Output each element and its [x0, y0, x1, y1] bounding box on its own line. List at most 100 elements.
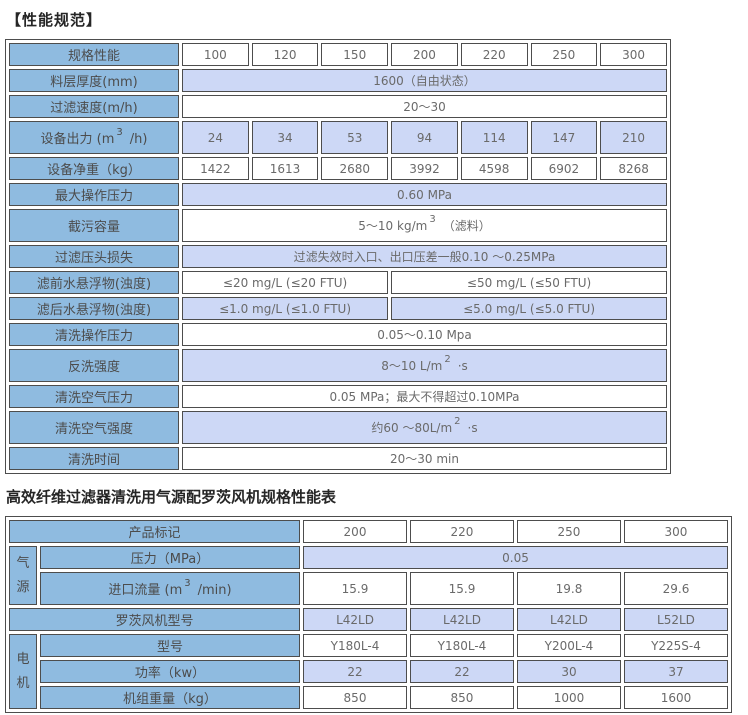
label-text: /min) — [197, 583, 232, 598]
cell-value: 8268 — [600, 157, 667, 180]
label-text: /h) — [129, 132, 148, 147]
row-label: 设备净重（kg） — [9, 157, 179, 180]
value-text: 约60 ～80L/m — [371, 421, 453, 435]
table-row-head-loss: 过滤压头损失 过滤失效时入口、出口压差一般0.10 ～0.25MPa — [9, 245, 667, 268]
table-row-motor-model: 电机 型号 Y180L-4 Y180L-4 Y200L-4 Y225S-4 — [9, 634, 728, 709]
cell-value: 20～30 — [182, 95, 667, 118]
cell-value: 1422 — [182, 157, 249, 180]
table-row-net-weight: 设备净重（kg） 1422 1613 2680 3992 4598 6902 8… — [9, 157, 667, 180]
table-row-blower-model: 罗茨风机型号 L42LD L42LD L42LD L52LD — [9, 608, 728, 631]
model-header-cell: 200 — [391, 43, 458, 66]
cell-value: 24 — [182, 121, 249, 154]
cell-value: ≤50 mg/L (≤50 FTU) — [391, 271, 667, 294]
model-header-cell: 250 — [516, 520, 621, 543]
table-row-wash-pressure: 清洗操作压力 0.05～0.10 Mpa — [9, 323, 667, 346]
superscript: 2 — [454, 416, 461, 427]
table-row-wash-time: 清洗时间 20～30 min — [9, 447, 667, 470]
model-header-cell: 150 — [321, 43, 389, 66]
cell-value: 6902 — [530, 157, 598, 180]
model-header-cell: 120 — [251, 43, 319, 66]
blower-spec-table: 产品标记 200 220 250 300 气源 压力（MPa） 0.05 进口流… — [5, 516, 732, 713]
row-label: 反洗强度 — [9, 349, 179, 382]
cell-value: ≤20 mg/L (≤20 FTU) — [182, 271, 389, 294]
spec-section-title: 【性能规范】 — [6, 11, 103, 29]
row-label: 型号 — [40, 634, 301, 657]
table-row-motor-power: 功率（kw） 22 22 30 37 — [9, 660, 728, 683]
table-row-inlet-flow: 进口流量 (m 3/min) 15.9 15.9 19.8 29.6 — [9, 572, 728, 605]
group-label-motor: 电机 — [9, 634, 37, 709]
cell-value: 4598 — [460, 157, 528, 180]
cell-value: 37 — [623, 660, 728, 683]
row-label: 机组重量（kg） — [40, 686, 301, 709]
table-row-product-mark: 产品标记 200 220 250 300 — [9, 520, 728, 543]
row-label: 滤后水悬浮物(浊度) — [9, 297, 179, 320]
cell-value: Y180L-4 — [410, 634, 514, 657]
cell-value: 53 — [321, 121, 389, 154]
row-label: 功率（kw） — [40, 660, 301, 683]
model-header-cell: 100 — [182, 43, 249, 66]
value-text: 8～10 L/m — [381, 359, 443, 373]
table-row-max-pressure: 最大操作压力 0.60 MPa — [9, 183, 667, 206]
row-label: 产品标记 — [9, 520, 301, 543]
table-row-air-pressure: 气源 压力（MPa） 0.05 — [9, 546, 728, 605]
cell-value: 850 — [303, 686, 407, 709]
model-header-cell: 200 — [303, 520, 407, 543]
cell-value: 30 — [516, 660, 621, 683]
row-label: 清洗操作压力 — [9, 323, 179, 346]
blower-section-title: 高效纤维过滤器清洗用气源配罗茨风机规格性能表 — [6, 488, 337, 506]
cell-value: L42LD — [303, 608, 407, 631]
model-header-cell: 250 — [530, 43, 598, 66]
cell-value: 1600 — [623, 686, 728, 709]
superscript: 3 — [429, 214, 436, 225]
cell-value: 过滤失效时入口、出口压差一般0.10 ～0.25MPa — [182, 245, 667, 268]
cell-value: 15.9 — [410, 572, 514, 605]
cell-value: 5～10 kg/m 3 （滤料） — [182, 209, 667, 242]
model-header-cell: 220 — [460, 43, 528, 66]
superscript: 3 — [116, 127, 123, 138]
cell-value: 147 — [530, 121, 598, 154]
row-label: 设备出力 (m 3/h) — [9, 121, 179, 154]
row-label: 料层厚度(mm) — [9, 69, 179, 92]
table-row-filter-speed: 过滤速度(m/h) 20～30 — [9, 95, 667, 118]
table-row-dirt-capacity: 截污容量 5～10 kg/m 3 （滤料） — [9, 209, 667, 242]
value-text: （滤料） — [442, 219, 491, 233]
cell-value: 1613 — [251, 157, 319, 180]
table-row-models: 规格性能 100 120 150 200 220 250 300 — [9, 43, 667, 66]
model-header-cell: 300 — [600, 43, 667, 66]
cell-value: L52LD — [623, 608, 728, 631]
table-row-wash-air-pressure: 清洗空气压力 0.05 MPa；最大不得超过0.10MPa — [9, 385, 667, 408]
cell-value: 850 — [410, 686, 514, 709]
row-label: 进口流量 (m 3/min) — [40, 572, 301, 605]
row-label: 压力（MPa） — [40, 546, 301, 569]
performance-spec-table: 规格性能 100 120 150 200 220 250 300 料层厚度(mm… — [5, 39, 671, 474]
model-header-cell: 220 — [410, 520, 514, 543]
row-label: 罗茨风机型号 — [9, 608, 301, 631]
table-row-influent-ss: 滤前水悬浮物(浊度) ≤20 mg/L (≤20 FTU) ≤50 mg/L (… — [9, 271, 667, 294]
cell-value: ≤1.0 mg/L (≤1.0 FTU) — [182, 297, 389, 320]
table-row-backwash-intensity: 反洗强度 8～10 L/m 2 ·s — [9, 349, 667, 382]
cell-value: L42LD — [516, 608, 621, 631]
row-label: 清洗时间 — [9, 447, 179, 470]
value-text: 5～10 kg/m — [358, 219, 428, 233]
row-label: 截污容量 — [9, 209, 179, 242]
cell-value: 20～30 min — [182, 447, 667, 470]
cell-value: 0.05～0.10 Mpa — [182, 323, 667, 346]
row-label: 滤前水悬浮物(浊度) — [9, 271, 179, 294]
cell-value: 19.8 — [516, 572, 621, 605]
group-label-air-source: 气源 — [9, 546, 37, 605]
cell-value: 114 — [460, 121, 528, 154]
table-row-output: 设备出力 (m 3/h) 24 34 53 94 114 147 210 — [9, 121, 667, 154]
cell-value: 1600（自由状态） — [182, 69, 667, 92]
cell-value: 3992 — [391, 157, 458, 180]
value-text: ·s — [457, 359, 468, 373]
cell-value: 8～10 L/m 2 ·s — [182, 349, 667, 382]
superscript: 2 — [444, 354, 451, 365]
value-text: ·s — [467, 421, 478, 435]
cell-value: L42LD — [410, 608, 514, 631]
cell-value: ≤5.0 mg/L (≤5.0 FTU) — [391, 297, 667, 320]
table-row-wash-air-intensity: 清洗空气强度 约60 ～80L/m 2 ·s — [9, 411, 667, 444]
cell-value: 约60 ～80L/m 2 ·s — [182, 411, 667, 444]
row-label: 最大操作压力 — [9, 183, 179, 206]
superscript: 3 — [184, 578, 191, 589]
